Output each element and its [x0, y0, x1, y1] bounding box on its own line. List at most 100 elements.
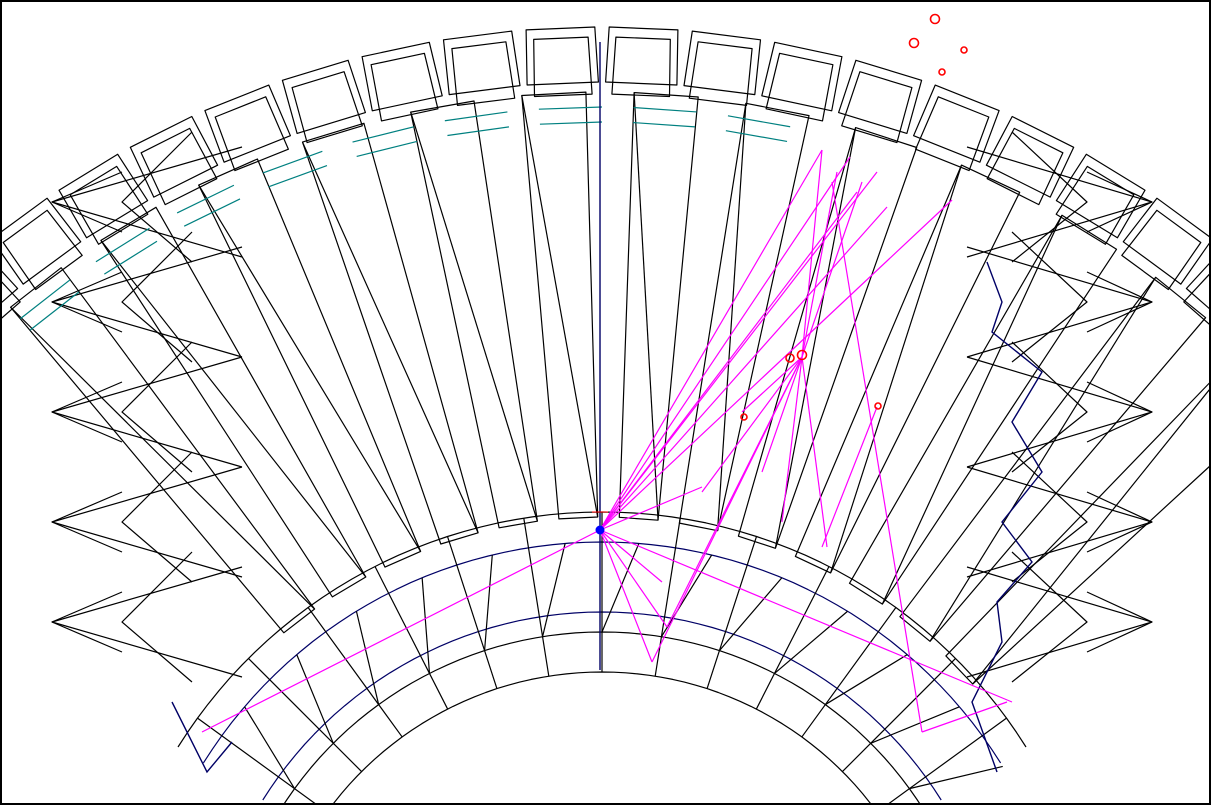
outer-tooth-inner [914, 96, 990, 172]
blade-diagonal [410, 111, 538, 522]
inner-tooth-edge [447, 126, 510, 137]
outer-tooth-inner [533, 36, 593, 98]
outer-tooth-inner [291, 71, 363, 144]
side-tooth-edge [51, 301, 123, 333]
selected-edges [171, 42, 1043, 774]
right-edge-path [971, 261, 1043, 773]
ray-line [801, 149, 823, 358]
outer-tooth-inner [69, 165, 149, 245]
outer-tooth-inner [2, 209, 83, 291]
inner-tooth-edge [95, 227, 150, 263]
side-tooth-edge [1086, 521, 1153, 553]
band-divider [197, 717, 316, 803]
blade-diagonal [198, 184, 422, 552]
inner-tooth-edge [19, 279, 71, 320]
blade-panel [301, 122, 479, 545]
side-tooth-edge [51, 411, 123, 443]
ray-line [651, 356, 803, 663]
side-tooth-inner [1011, 451, 1088, 583]
blade-diagonal [10, 306, 315, 610]
marker-circle-icon [874, 402, 882, 410]
inner-tooth-edge [104, 240, 158, 275]
band-divider [801, 607, 897, 738]
band-diagonal [421, 577, 431, 674]
ray-line [201, 529, 601, 733]
blade-panel [10, 267, 316, 634]
ray-line [821, 406, 878, 548]
marker-circle-icon [938, 68, 946, 76]
origin-point[interactable] [592, 511, 608, 535]
outer-tooth [604, 26, 679, 86]
blade-diagonal [829, 164, 963, 574]
band-diagonal [541, 543, 566, 637]
side-tooth [51, 146, 243, 258]
side-tooth-inner [1011, 131, 1088, 263]
blade-diagonal [301, 141, 479, 534]
inner-tooth-edge [356, 140, 418, 158]
side-tooth-inner [121, 451, 193, 583]
side-tooth-inner [1011, 341, 1088, 473]
ray-line [761, 356, 803, 473]
marker-circle-icon [740, 413, 748, 421]
band-arc [333, 671, 871, 803]
outer-tooth [361, 41, 443, 112]
inner-tooth-edge [29, 291, 80, 331]
outer-tooth [2, 270, 19, 303]
ray-line [701, 356, 803, 493]
side-tooth-edge [1086, 381, 1153, 413]
marker-circle-icon [908, 37, 920, 49]
marker-circle-icon [796, 349, 808, 361]
band-divider [706, 536, 758, 689]
side-tooth-inner [121, 231, 193, 363]
ray-line [801, 171, 838, 358]
outer-tooth [1055, 153, 1146, 239]
inner-tooth-edge [727, 115, 791, 128]
ray-line [801, 181, 863, 358]
outer-tooth [683, 30, 762, 96]
outer-tooth [1185, 262, 1209, 310]
blade-panel [899, 276, 1207, 642]
side-tooth [51, 466, 243, 578]
inner-tooth-edge [633, 121, 696, 128]
blade-diagonal [881, 215, 1063, 605]
blade-diagonal [774, 127, 857, 549]
band-divider [374, 566, 449, 710]
side-tooth-edge [1086, 411, 1153, 443]
outer-tooth [912, 84, 1000, 163]
side-tooth-edge [51, 201, 123, 233]
side-tooth-edge [1086, 201, 1153, 233]
blade-panel [410, 100, 539, 529]
blade-diagonal [521, 95, 599, 518]
ray-line [921, 701, 1008, 733]
band-diagonal [296, 654, 334, 744]
ray-line [831, 181, 923, 733]
inner-tooth-edge [352, 126, 414, 143]
side-tooth [51, 246, 243, 358]
inner-tooth-edge [539, 121, 603, 125]
blade-diagonal [633, 92, 659, 521]
side-tooth-edge [1086, 491, 1153, 523]
outer-tooth-inner [451, 41, 516, 107]
ray-line [599, 206, 888, 531]
outer-tooth-inner [214, 96, 289, 172]
side-tooth-edge [51, 591, 123, 623]
inner-tooth-edge [183, 198, 241, 227]
band-diagonal [774, 610, 848, 674]
outer-tooth [442, 30, 521, 96]
marker-circle-icon [785, 353, 795, 363]
gear-wireframe [2, 26, 1209, 803]
marker-points[interactable] [740, 13, 968, 421]
side-tooth-edge [51, 271, 123, 303]
outer-tooth [525, 26, 600, 86]
ray-line [599, 529, 653, 663]
side-tooth-edge [1086, 301, 1153, 333]
band-divider [755, 566, 830, 710]
outer-tooth-inner [841, 71, 913, 144]
ray-line [599, 529, 1013, 703]
side-tooth-edge [1086, 621, 1153, 653]
band-diagonal [660, 554, 713, 637]
inner-tooth-edge [262, 150, 323, 174]
band-diagonal [483, 554, 493, 651]
